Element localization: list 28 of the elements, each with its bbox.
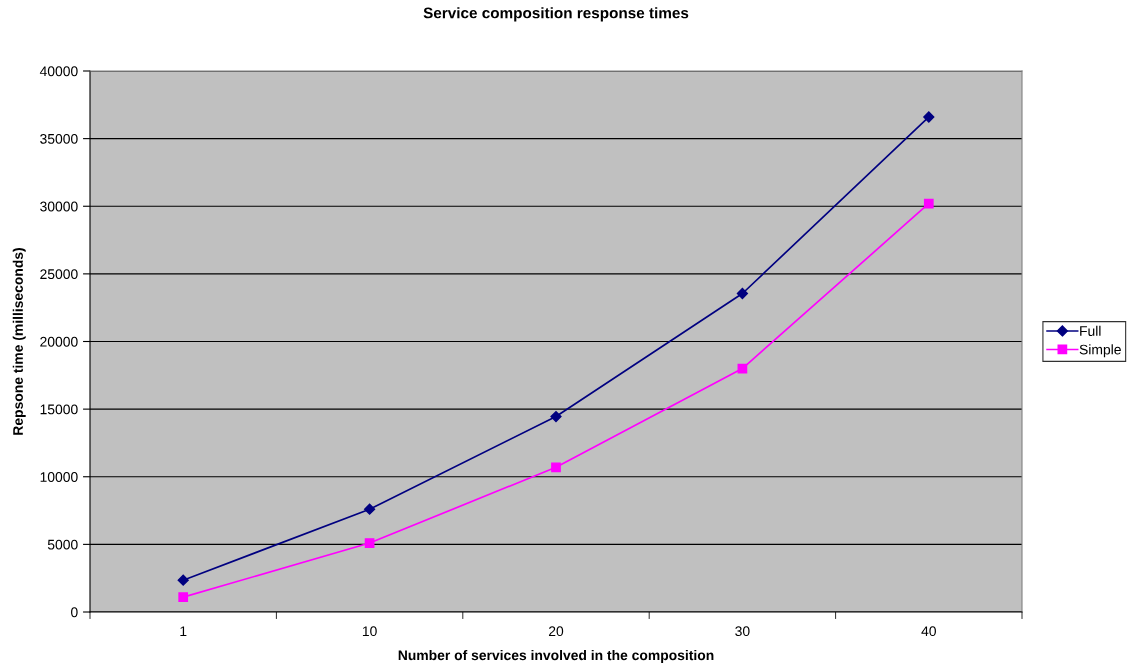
y-tick-label: 0 — [71, 607, 78, 618]
y-tick-label: 5000 — [47, 539, 78, 550]
point — [923, 198, 934, 209]
point — [923, 111, 935, 123]
x-axis-title: Number of services involved in the composition — [398, 649, 714, 663]
point — [177, 574, 189, 586]
point — [736, 287, 749, 300]
point — [178, 592, 189, 602]
chart-title: Service composition response times — [423, 7, 689, 22]
point — [551, 462, 561, 473]
y-tick-label: 10000 — [40, 472, 78, 482]
y-tick-label: 30000 — [40, 201, 78, 212]
x-tick-label: 1 — [180, 626, 187, 636]
point — [364, 538, 375, 548]
legend-label: Simple — [1079, 344, 1121, 358]
y-tick-label: 20000 — [40, 336, 78, 347]
point — [363, 503, 376, 515]
y-tick-label: 15000 — [40, 404, 78, 415]
x-tick-label: 10 — [362, 626, 377, 637]
x-tick-label: 30 — [735, 626, 750, 637]
y-tick-label: 35000 — [40, 133, 78, 144]
y-tick-label: 40000 — [39, 66, 78, 77]
point — [550, 410, 562, 423]
x-tick-label: 20 — [548, 626, 564, 637]
y-axis-title: Repsone time (milliseconds) — [12, 248, 26, 435]
y-tick-label: 25000 — [40, 269, 78, 280]
x-tick-label: 40 — [921, 626, 936, 637]
legend-label: Full — [1080, 325, 1101, 336]
